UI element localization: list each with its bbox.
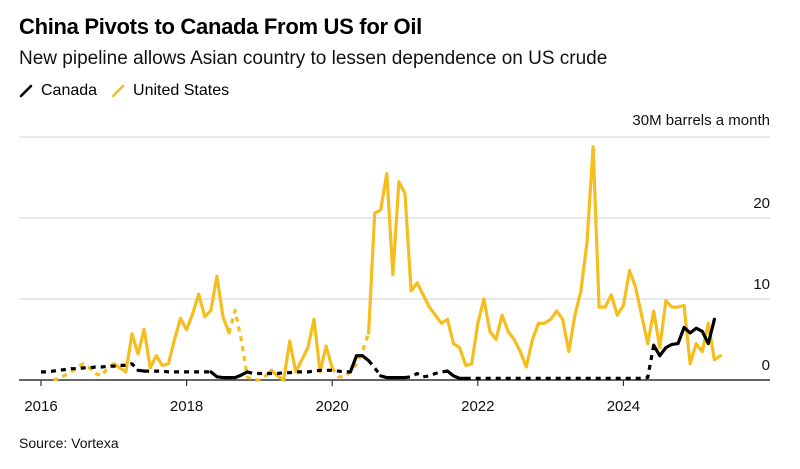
chart-subtitle: New pipeline allows Asian country to les… <box>19 48 608 69</box>
y-tick-label: 20 <box>753 195 770 212</box>
series-united-states <box>52 145 723 382</box>
series-segment-dashed <box>41 362 140 374</box>
legend-item-canada: Canada <box>19 82 97 100</box>
series-segment-dashed <box>144 369 211 374</box>
y-tick-label: 0 <box>762 357 770 374</box>
source-note: Source: Vortexa <box>19 435 119 451</box>
legend-label-canada: Canada <box>41 82 98 99</box>
line-swatch-icon <box>19 84 33 98</box>
x-tick-label: 2024 <box>607 398 640 415</box>
y-axis-unit-label: 30M barrels a month <box>632 112 770 129</box>
series-segment <box>379 374 407 380</box>
gridlines <box>19 136 770 300</box>
series-segment <box>348 354 371 374</box>
legend-item-united-states: United States <box>111 82 229 100</box>
series-segment <box>136 368 146 373</box>
series-segment-dashed <box>52 362 115 382</box>
series-segment-dashed <box>465 344 656 380</box>
y-axis-ticks: 0 10 20 <box>753 195 770 374</box>
x-tick-label: 2020 <box>316 398 349 415</box>
x-tick-label: 2022 <box>461 398 494 415</box>
x-tick-label: 2018 <box>170 398 203 415</box>
series-segment-dashed <box>246 368 351 376</box>
legend-label-united-states: United States <box>133 82 230 99</box>
x-axis: 2016 2018 2020 2022 2024 <box>19 379 770 415</box>
series-lines <box>41 145 723 382</box>
series-segment-dashed <box>227 308 267 382</box>
series-segment-dashed <box>404 369 448 380</box>
line-swatch-icon <box>111 84 125 98</box>
chart-title: China Pivots to Canada From US for Oil <box>19 14 422 39</box>
series-segment <box>112 274 231 374</box>
y-tick-label: 10 <box>753 276 770 293</box>
series-segment <box>263 317 334 382</box>
series-segment <box>367 145 723 369</box>
series-segment <box>209 370 249 380</box>
series-segment-dashed <box>367 359 382 377</box>
x-tick-label: 2016 <box>24 398 57 415</box>
legend: Canada United States <box>19 82 243 100</box>
series-canada <box>41 317 717 380</box>
series-segment <box>652 317 717 358</box>
series-segment <box>445 369 468 380</box>
